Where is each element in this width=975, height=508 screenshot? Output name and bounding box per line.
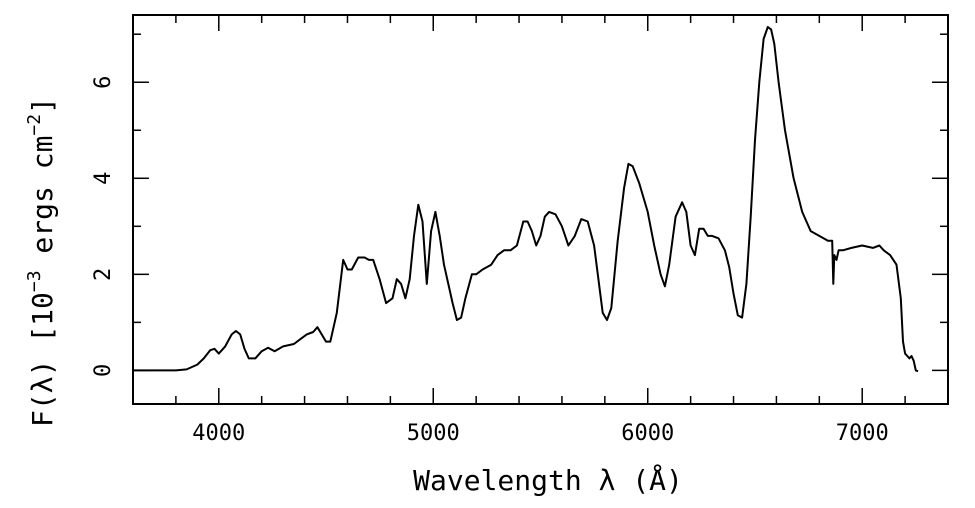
axis-ticks bbox=[132, 15, 949, 404]
y-tick-label: 0 bbox=[91, 364, 116, 377]
spectrum-line bbox=[133, 26, 919, 373]
y-tick-label: 2 bbox=[91, 268, 116, 281]
x-axis-title: Wavelength λ (Å) bbox=[413, 463, 683, 497]
y-tick-label: 4 bbox=[91, 172, 116, 185]
y-axis-title: F(λ) [10−3 ergs cm−2] bbox=[24, 97, 59, 427]
y-axis-title-prefix: F(λ) [10 bbox=[26, 292, 59, 427]
x-tick-label: 7000 bbox=[836, 421, 889, 446]
x-tick-label: 5000 bbox=[407, 421, 460, 446]
x-tick-label: 4000 bbox=[192, 421, 245, 446]
y-axis-title-exp1: −3 bbox=[24, 270, 45, 292]
y-tick-labels: 0 2 4 6 bbox=[91, 76, 116, 377]
y-axis-title-exp2: −2 bbox=[24, 114, 45, 136]
y-axis-title-suffix: ] bbox=[26, 97, 59, 114]
x-tick-labels: 4000 5000 6000 7000 bbox=[192, 421, 888, 446]
x-tick-label: 6000 bbox=[621, 421, 674, 446]
y-axis-title-mid: ergs cm bbox=[26, 136, 59, 271]
y-tick-label: 6 bbox=[91, 76, 116, 89]
plot-frame bbox=[132, 14, 949, 405]
